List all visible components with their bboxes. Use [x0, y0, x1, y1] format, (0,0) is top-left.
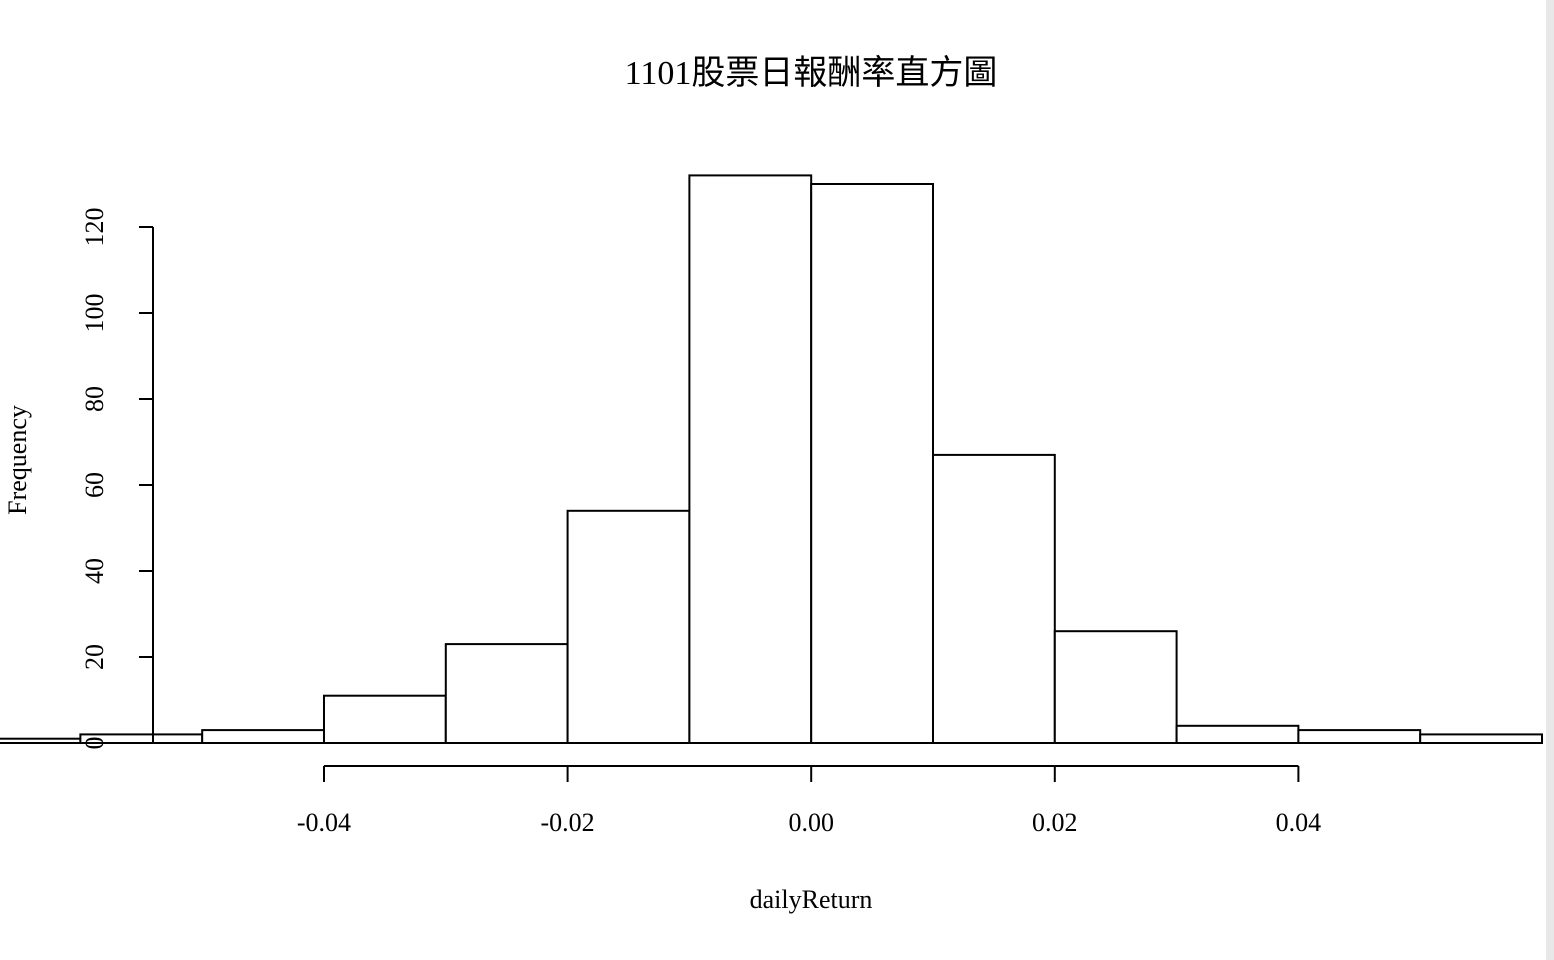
- bar: [1053, 630, 1178, 745]
- bar: [566, 509, 691, 744]
- x-tick-label: -0.04: [297, 808, 351, 837]
- bar: [810, 183, 934, 744]
- x-tick-label: 0.02: [1032, 808, 1078, 837]
- y-tick-label: 80: [80, 386, 109, 412]
- window-edge: [1546, 0, 1554, 960]
- y-tick-label: 120: [80, 208, 109, 247]
- y-axis-label: Frequency: [3, 405, 32, 515]
- y-tick-label: 60: [80, 472, 109, 498]
- bar: [201, 729, 325, 744]
- bar: [322, 694, 447, 745]
- x-tick-label: 0.04: [1276, 808, 1322, 837]
- bar: [1297, 729, 1422, 744]
- bar: [0, 737, 82, 745]
- bar: [444, 643, 569, 744]
- x-tick-label: -0.02: [541, 808, 595, 837]
- x-tick-label: 0.00: [788, 808, 834, 837]
- bar: [688, 174, 813, 744]
- y-tick-label: 0: [80, 737, 109, 750]
- y-tick-label: 20: [80, 644, 109, 670]
- bar: [1175, 724, 1300, 744]
- chart-title: 1101股票日報酬率直方圖: [625, 54, 998, 92]
- y-tick-label: 40: [80, 558, 109, 584]
- x-axis-label: dailyReturn: [750, 885, 873, 914]
- y-tick-label: 100: [80, 294, 109, 333]
- bar: [1419, 733, 1544, 745]
- bar: [931, 453, 1056, 744]
